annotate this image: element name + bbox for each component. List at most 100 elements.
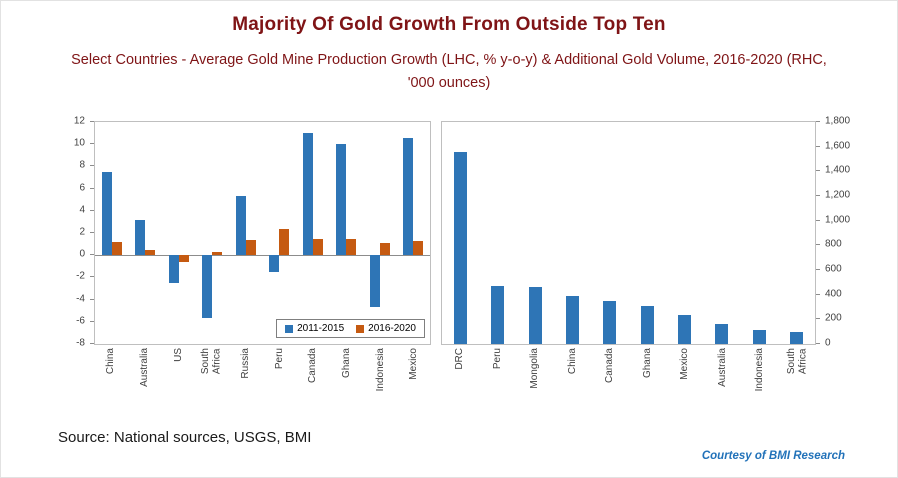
- bar-south-africa-additional-gold-volume-2016-2020: [789, 331, 803, 344]
- bar-south-africa-2011-2015: [202, 255, 213, 319]
- x-axis-label: US: [161, 345, 195, 423]
- y-tick-mark: [816, 121, 820, 122]
- chart-subtitle: Select Countries - Average Gold Mine Pro…: [71, 52, 827, 92]
- lhc-x-axis-labels: China Australia US South Africa Russia Peru Ca…: [94, 345, 431, 423]
- x-axis-label: Mexico: [666, 345, 704, 423]
- y-tick-label: 2: [79, 226, 85, 238]
- zero-axis-line: [95, 255, 430, 257]
- x-axis-label-text: Mexico: [679, 348, 690, 380]
- y-tick-label: -8: [76, 337, 85, 349]
- x-axis-label: Mexico: [397, 345, 431, 423]
- bar-mongolia-additional-gold-volume-2016-2020: [528, 287, 542, 344]
- y-tick-mark: [816, 195, 820, 196]
- x-axis-label: Ghana: [629, 345, 667, 423]
- x-axis-label-text: China: [566, 348, 578, 375]
- y-tick-mark: [90, 254, 94, 256]
- x-axis-label-text: South Africa: [200, 348, 223, 375]
- y-tick-mark: [90, 187, 94, 189]
- x-axis-label-text: US: [172, 348, 184, 362]
- x-axis-label: South Africa: [195, 345, 229, 423]
- legend-label: 2011-2015: [297, 323, 345, 334]
- rhc-plot-column: DRC Peru Mongolia China Canada Ghana Mexico Aus…: [441, 121, 816, 423]
- lhc-growth-chart: 12 10 8 6 4 2 0 -2 -4 -6 -8 2011-2015 2016-2020 Chi…: [56, 116, 431, 423]
- bar-peru-2011-2015: [269, 255, 280, 272]
- y-tick-mark: [90, 143, 94, 145]
- y-tick-label: 1,800: [825, 115, 851, 127]
- x-axis-label-text: Canada: [307, 348, 319, 384]
- y-tick-mark: [90, 298, 94, 300]
- x-axis-label-text: Australia: [716, 348, 728, 387]
- y-tick-label: 1,000: [825, 214, 851, 226]
- legend-swatch: [285, 324, 294, 333]
- lhc-y-axis: 12 10 8 6 4 2 0 -2 -4 -6 -8: [56, 116, 94, 423]
- x-axis-label-text: Indonesia: [754, 348, 765, 392]
- y-tick-label: 1,600: [825, 140, 851, 152]
- x-axis-label: Australia: [128, 345, 162, 423]
- y-tick-label: 0: [825, 337, 831, 349]
- y-tick-mark: [816, 343, 820, 344]
- bar-canada-2016-2020: [312, 238, 323, 256]
- y-tick-mark: [816, 269, 820, 270]
- y-tick-label: 4: [79, 204, 85, 216]
- x-axis-label-text: Mexico: [408, 348, 420, 380]
- y-tick-label: 400: [825, 288, 842, 300]
- y-tick-label: 1,200: [825, 189, 851, 201]
- legend-item: 2016-2020: [356, 323, 416, 334]
- x-axis-label-text: Indonesia: [374, 348, 386, 392]
- rhc-plot-area: [441, 121, 816, 345]
- bar-mexico-2016-2020: [413, 240, 424, 256]
- x-axis-label: Mongolia: [516, 345, 554, 423]
- x-axis-label-text: South Africa: [785, 348, 809, 375]
- bar-us-2011-2015: [168, 255, 179, 283]
- bar-china-additional-gold-volume-2016-2020: [566, 295, 580, 344]
- bar-china-2016-2020: [111, 241, 122, 256]
- legend-swatch: [356, 324, 365, 333]
- x-axis-label: Peru: [263, 345, 297, 423]
- y-tick-label: -4: [76, 293, 85, 305]
- bar-peru-2016-2020: [279, 228, 290, 256]
- rhc-y-axis: 1,800 1,600 1,400 1,200 1,000 800 600 400 200 0: [816, 116, 864, 423]
- bar-china-2011-2015: [101, 171, 112, 256]
- y-tick-mark: [816, 244, 820, 246]
- y-tick-label: 600: [825, 263, 842, 275]
- bar-mexico-additional-gold-volume-2016-2020: [677, 315, 691, 344]
- bar-indonesia-2011-2015: [369, 255, 380, 308]
- bar-canada-additional-gold-volume-2016-2020: [603, 300, 617, 344]
- y-tick-mark: [816, 170, 820, 172]
- x-axis-label: China: [94, 345, 128, 423]
- x-axis-label-text: Peru: [273, 348, 285, 370]
- y-tick-mark: [90, 343, 94, 344]
- x-axis-label-text: China: [105, 348, 117, 375]
- y-tick-label: 800: [825, 238, 842, 250]
- y-tick-label: -2: [76, 270, 85, 282]
- x-axis-label-text: Ghana: [641, 348, 653, 379]
- courtesy-text: Courtesy of BMI Research: [701, 450, 845, 462]
- bar-indonesia-2016-2020: [379, 242, 390, 256]
- bar-ghana-2011-2015: [336, 144, 347, 256]
- y-tick-label: 8: [79, 159, 85, 171]
- x-axis-label: China: [554, 345, 592, 423]
- y-tick-label: -6: [76, 315, 85, 327]
- x-axis-label: Canada: [296, 345, 330, 423]
- y-tick-mark: [816, 293, 820, 295]
- lhc-plot-area: 2011-2015 2016-2020: [94, 121, 431, 345]
- legend-label: 2016-2020: [368, 323, 416, 334]
- x-axis-label-text: Mongolia: [529, 348, 540, 389]
- y-tick-mark: [90, 232, 94, 233]
- bar-us-2016-2020: [178, 255, 189, 262]
- x-axis-label: Indonesia: [741, 345, 779, 423]
- bar-russia-2011-2015: [235, 196, 246, 256]
- y-tick-label: 6: [79, 182, 85, 194]
- source-text: Source: National sources, USGS, BMI: [58, 429, 312, 446]
- x-axis-label-text: Peru: [491, 348, 503, 370]
- x-axis-label-text: Russia: [239, 348, 251, 379]
- rhc-x-axis-labels: DRC Peru Mongolia China Canada Ghana Mexico Aus…: [441, 345, 816, 423]
- rhc-volume-chart: DRC Peru Mongolia China Canada Ghana Mexico Aus…: [441, 116, 864, 423]
- x-axis-label-text: Canada: [604, 348, 615, 384]
- y-tick-mark: [816, 318, 820, 320]
- bar-drc-additional-gold-volume-2016-2020: [454, 151, 468, 344]
- x-axis-label: Ghana: [330, 345, 364, 423]
- bar-peru-additional-gold-volume-2016-2020: [491, 286, 505, 344]
- bar-australia-2016-2020: [145, 249, 156, 256]
